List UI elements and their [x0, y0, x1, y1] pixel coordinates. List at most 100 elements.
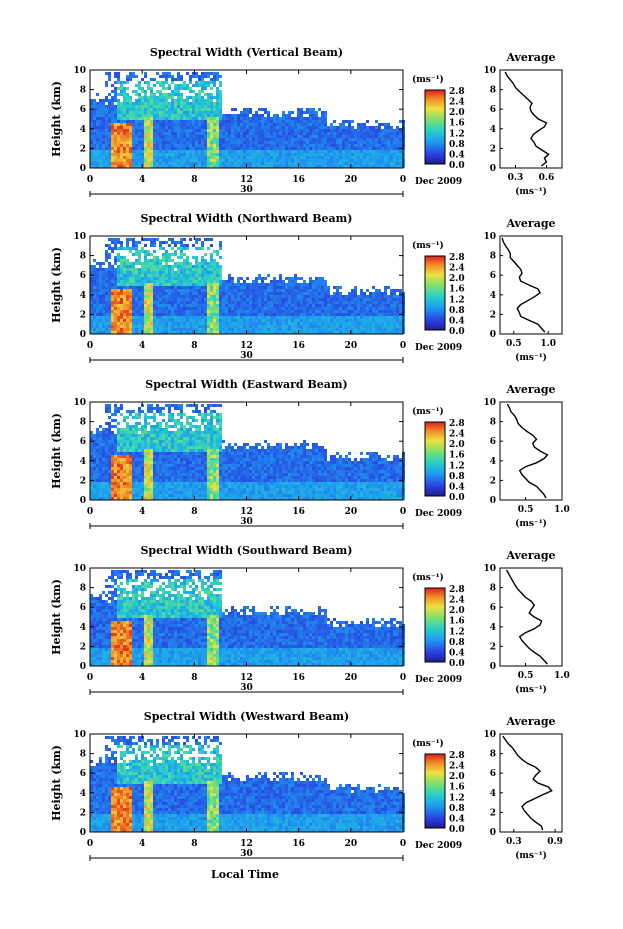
date-label: Dec 2009	[415, 509, 462, 519]
panel-4: Spectral Width (Southward Beam) 0 2 4 6 8 10 He…	[50, 544, 570, 695]
y-tick-label: 2	[80, 310, 86, 320]
y-axis-label: Height (km)	[50, 745, 63, 821]
y-tick-label: 8	[80, 418, 86, 428]
panel-5: Spectral Width (Westward Beam) 0 2 4 6 8 10 Hei…	[50, 710, 563, 861]
x-tick-label: 4	[139, 175, 145, 185]
y-tick-label: 2	[80, 642, 86, 652]
x-tick-label: 16	[292, 673, 305, 683]
colorbar-tick-label: 2.8	[449, 751, 465, 761]
x-tick-label: 20	[345, 341, 358, 351]
average-x-tick-label: 0.3	[506, 837, 522, 847]
y-tick-label: 10	[73, 730, 86, 740]
colorbar-tick-label: 0.4	[449, 150, 465, 160]
date-label: Dec 2009	[415, 841, 462, 851]
x-tick-label: 0	[400, 839, 406, 849]
average-title: Average	[505, 715, 555, 728]
colorbar-tick-label: 0.4	[449, 648, 465, 658]
colorbar-unit: (ms⁻¹)	[412, 74, 444, 85]
date-label: Dec 2009	[415, 343, 462, 353]
colorbar	[424, 587, 446, 663]
colorbar-tick-label: 0.0	[449, 493, 465, 503]
colorbar-tick-label: 0.0	[449, 327, 465, 337]
average-y-tick-label: 4	[490, 457, 496, 467]
colorbar-tick-label: 1.2	[449, 129, 465, 139]
panel-2: Spectral Width (Northward Beam) 0 2 4 6 8 10 He…	[50, 212, 563, 363]
day-label: 30	[240, 517, 253, 527]
day-label: 30	[240, 351, 253, 361]
y-tick-label: 6	[80, 603, 86, 613]
day-label: 30	[240, 849, 253, 859]
colorbar-tick-label: 1.6	[449, 783, 465, 793]
y-tick-label: 4	[80, 457, 86, 467]
average-title: Average	[505, 383, 555, 396]
average-y-tick-label: 2	[490, 642, 496, 652]
x-tick-label: 16	[292, 507, 305, 517]
y-tick-label: 6	[80, 769, 86, 779]
x-tick-label: 16	[292, 839, 305, 849]
average-y-tick-label: 0	[490, 330, 496, 340]
colorbar	[424, 89, 446, 165]
y-tick-label: 8	[80, 252, 86, 262]
average-y-tick-label: 8	[490, 418, 496, 428]
x-tick-label: 0	[400, 175, 406, 185]
average-x-tick-label: 1.0	[540, 339, 556, 349]
colorbar-tick-label: 1.6	[449, 119, 465, 129]
x-tick-label: 0	[87, 175, 93, 185]
average-title: Average	[505, 217, 555, 230]
y-axis-label: Height (km)	[50, 579, 63, 655]
x-tick-label: 12	[240, 839, 253, 849]
x-tick-label: 20	[345, 839, 358, 849]
average-y-tick-label: 2	[490, 808, 496, 818]
average-y-tick-label: 10	[483, 232, 496, 242]
average-x-tick-label: 1.0	[554, 671, 570, 681]
heatmap	[90, 570, 405, 666]
panel-title: Spectral Width (Westward Beam)	[144, 710, 349, 723]
y-tick-label: 0	[80, 496, 86, 506]
colorbar-tick-label: 1.2	[449, 627, 465, 637]
y-tick-label: 8	[80, 86, 86, 96]
x-tick-label: 8	[191, 839, 197, 849]
x-tick-label: 12	[240, 175, 253, 185]
average-y-tick-label: 4	[490, 291, 496, 301]
colorbar-tick-label: 0.0	[449, 825, 465, 835]
colorbar	[424, 753, 446, 829]
average-x-label: (ms⁻¹)	[515, 186, 547, 197]
average-y-tick-label: 0	[490, 164, 496, 174]
average-y-tick-label: 6	[490, 437, 496, 447]
colorbar-tick-label: 2.0	[449, 108, 465, 118]
y-tick-label: 8	[80, 584, 86, 594]
y-tick-label: 6	[80, 105, 86, 115]
average-y-tick-label: 0	[490, 662, 496, 672]
average-profile-line	[501, 237, 546, 333]
panel-1: Spectral Width (Vertical Beam) 0 2 4 6 8 10 Hei…	[50, 46, 563, 197]
x-tick-label: 0	[400, 673, 406, 683]
x-tick-label: 20	[345, 175, 358, 185]
panel-3: Spectral Width (Eastward Beam) 0 2 4 6 8 10 Hei…	[50, 378, 570, 529]
y-tick-label: 10	[73, 398, 86, 408]
average-y-tick-label: 10	[483, 66, 496, 76]
x-tick-label: 12	[240, 341, 253, 351]
colorbar-tick-label: 1.2	[449, 295, 465, 305]
heatmap	[90, 72, 405, 168]
average-axes	[499, 733, 563, 833]
average-x-label: (ms⁻¹)	[515, 850, 547, 861]
x-tick-label: 16	[292, 341, 305, 351]
average-axes	[499, 401, 563, 501]
colorbar-tick-label: 0.4	[449, 482, 465, 492]
y-tick-label: 4	[80, 125, 86, 135]
average-profile-line	[502, 735, 553, 831]
x-tick-label: 0	[400, 341, 406, 351]
average-y-tick-label: 6	[490, 769, 496, 779]
y-tick-label: 6	[80, 437, 86, 447]
panel-title: Spectral Width (Southward Beam)	[140, 544, 352, 557]
colorbar-tick-label: 0.0	[449, 161, 465, 171]
average-y-tick-label: 4	[490, 789, 496, 799]
x-tick-label: 4	[139, 839, 145, 849]
average-y-tick-label: 4	[490, 623, 496, 633]
average-axes	[499, 567, 563, 667]
y-tick-label: 2	[80, 144, 86, 154]
colorbar-tick-label: 2.0	[449, 772, 465, 782]
average-y-tick-label: 2	[490, 144, 496, 154]
colorbar-tick-label: 0.8	[449, 140, 465, 150]
y-axis-label: Height (km)	[50, 413, 63, 489]
